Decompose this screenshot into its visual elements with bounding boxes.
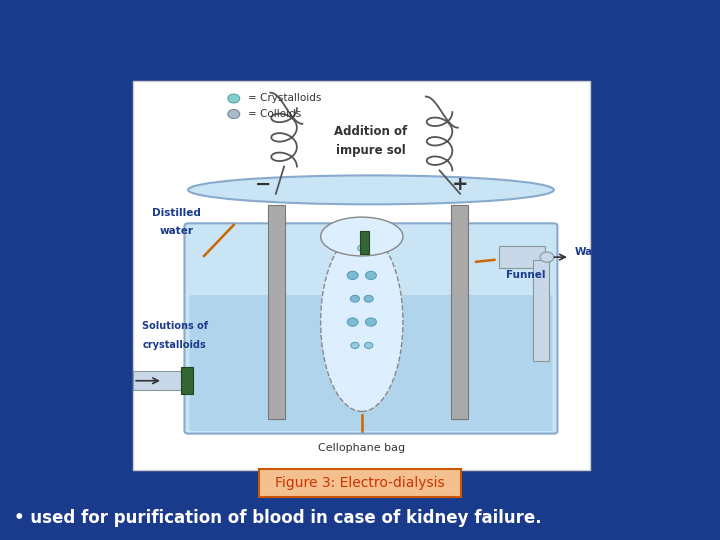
Circle shape (228, 94, 240, 103)
Text: • used for purification of blood in case of kidney failure.: • used for purification of blood in case… (14, 509, 542, 528)
Circle shape (351, 342, 359, 348)
Bar (133, 372, 188, 390)
Text: Distilled: Distilled (152, 208, 201, 218)
Text: = Crystalloids: = Crystalloids (248, 93, 321, 104)
Bar (359, 231, 369, 254)
Text: Figure 3: Electro-dialysis: Figure 3: Electro-dialysis (275, 476, 445, 490)
Text: Solutions of: Solutions of (143, 321, 208, 331)
Circle shape (366, 318, 377, 326)
Bar (268, 205, 285, 419)
Circle shape (364, 342, 373, 348)
Circle shape (347, 318, 358, 326)
Text: Water: Water (575, 247, 610, 257)
Circle shape (228, 110, 240, 118)
Circle shape (364, 295, 373, 302)
Text: Cellophane bag: Cellophane bag (318, 443, 405, 454)
Bar (181, 367, 193, 394)
Bar (451, 205, 468, 419)
Ellipse shape (188, 176, 554, 204)
Circle shape (358, 245, 366, 251)
Text: +: + (452, 174, 468, 193)
Text: water: water (160, 226, 194, 235)
Ellipse shape (320, 217, 403, 256)
FancyBboxPatch shape (189, 295, 552, 431)
Circle shape (366, 271, 377, 280)
Bar (534, 260, 549, 361)
Text: = Colloids: = Colloids (248, 109, 301, 119)
FancyBboxPatch shape (184, 224, 557, 434)
Text: Addition of: Addition of (334, 125, 408, 138)
Circle shape (540, 252, 554, 262)
Text: −: − (256, 174, 271, 193)
Text: Funnel: Funnel (506, 271, 545, 280)
Circle shape (351, 295, 359, 302)
Bar (499, 246, 545, 268)
FancyBboxPatch shape (259, 469, 461, 497)
Text: crystalloids: crystalloids (143, 340, 206, 350)
Circle shape (347, 271, 358, 280)
Text: impure sol: impure sol (336, 145, 406, 158)
Ellipse shape (320, 233, 403, 411)
FancyBboxPatch shape (133, 81, 590, 470)
